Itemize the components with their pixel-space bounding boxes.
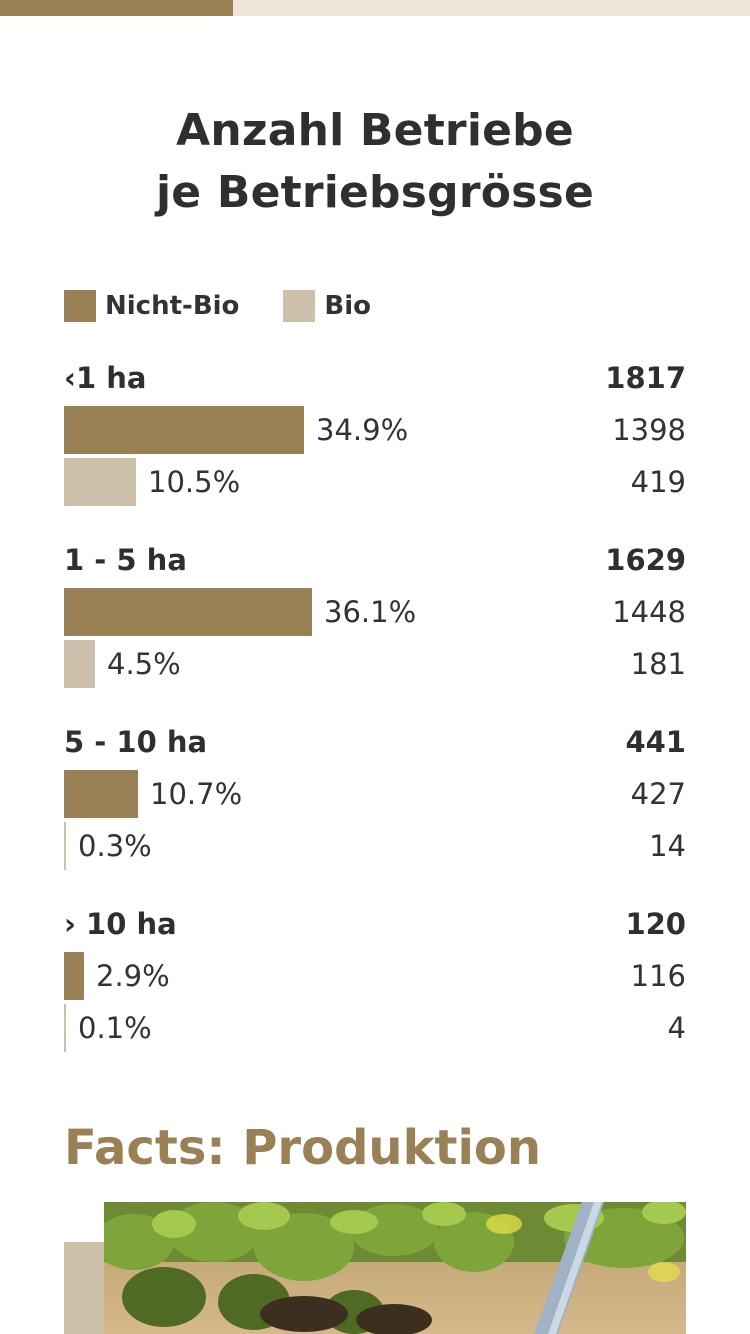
plants-photo <box>104 1202 686 1334</box>
bar-percent-label: 10.7% <box>150 777 243 811</box>
bar-group-header: 5 - 10 ha 441 <box>64 722 686 762</box>
bar-count-label: 14 <box>649 829 686 863</box>
chart-title-line-2: je Betriebsgrösse <box>155 167 594 218</box>
bar-percent-label: 10.5% <box>148 465 241 499</box>
chart-legend: Nicht-Bio Bio <box>64 290 415 322</box>
bar-percent-label: 34.9% <box>316 413 409 447</box>
bar-row-bio: 0.1% 4 <box>64 1004 686 1052</box>
legend-swatch-bio <box>283 290 316 322</box>
category-label: 5 - 10 ha <box>64 725 208 759</box>
legend-label-bio: Bio <box>324 291 371 321</box>
category-total: 1629 <box>605 543 686 577</box>
bar-row-nicht-bio: 10.7% 427 <box>64 770 686 818</box>
chart-title: Anzahl Betriebe je Betriebsgrösse <box>0 100 750 224</box>
photo-accent-block <box>64 1242 104 1334</box>
bar-row-nicht-bio: 36.1% 1448 <box>64 588 686 636</box>
legend-item-bio: Bio <box>283 290 371 322</box>
category-total: 1817 <box>605 361 686 395</box>
bar-bio <box>64 458 136 506</box>
bar-count-label: 427 <box>630 777 686 811</box>
legend-label-nicht-bio: Nicht-Bio <box>105 291 240 321</box>
bar-group-lt-1-ha: ‹1 ha 1817 34.9% 1398 10.5% 419 <box>64 358 686 508</box>
bar-count-label: 4 <box>667 1011 686 1045</box>
category-label: › 10 ha <box>64 907 177 941</box>
bar-nicht-bio <box>64 588 312 636</box>
bar-count-label: 1448 <box>612 595 686 629</box>
section-title: Facts: Produktion <box>64 1120 542 1176</box>
bar-count-label: 1398 <box>612 413 686 447</box>
bar-group-header: 1 - 5 ha 1629 <box>64 540 686 580</box>
category-label: 1 - 5 ha <box>64 543 187 577</box>
reading-progress-fill <box>0 0 233 16</box>
bar-group-header: › 10 ha 120 <box>64 904 686 944</box>
chart-title-line-1: Anzahl Betriebe <box>176 105 574 156</box>
bar-group-5-10-ha: 5 - 10 ha 441 10.7% 427 0.3% 14 <box>64 722 686 872</box>
bar-bio <box>64 640 95 688</box>
bar-row-bio: 0.3% 14 <box>64 822 686 870</box>
bar-row-nicht-bio: 34.9% 1398 <box>64 406 686 454</box>
reading-progress-track <box>0 0 750 16</box>
bar-row-bio: 4.5% 181 <box>64 640 686 688</box>
bar-nicht-bio <box>64 770 138 818</box>
bar-count-label: 181 <box>630 647 686 681</box>
bar-percent-label: 2.9% <box>96 959 170 993</box>
category-total: 441 <box>625 725 686 759</box>
bar-group-gt-10-ha: › 10 ha 120 2.9% 116 0.1% 4 <box>64 904 686 1054</box>
bar-percent-label: 0.3% <box>78 829 152 863</box>
bar-count-label: 419 <box>630 465 686 499</box>
category-total: 120 <box>625 907 686 941</box>
bar-group-1-5-ha: 1 - 5 ha 1629 36.1% 1448 4.5% 181 <box>64 540 686 690</box>
bar-group-header: ‹1 ha 1817 <box>64 358 686 398</box>
bar-percent-label: 4.5% <box>107 647 181 681</box>
bar-nicht-bio <box>64 952 84 1000</box>
bar-percent-label: 0.1% <box>78 1011 152 1045</box>
bar-row-bio: 10.5% 419 <box>64 458 686 506</box>
bar-nicht-bio <box>64 406 304 454</box>
legend-item-nicht-bio: Nicht-Bio <box>64 290 239 322</box>
legend-swatch-nicht-bio <box>64 290 96 322</box>
bar-percent-label: 36.1% <box>324 595 417 629</box>
category-label: ‹1 ha <box>64 361 147 395</box>
bar-bio <box>64 822 66 870</box>
bar-bio <box>64 1004 66 1052</box>
plants-photo-illustration <box>104 1202 686 1334</box>
bar-row-nicht-bio: 2.9% 116 <box>64 952 686 1000</box>
bar-count-label: 116 <box>630 959 686 993</box>
